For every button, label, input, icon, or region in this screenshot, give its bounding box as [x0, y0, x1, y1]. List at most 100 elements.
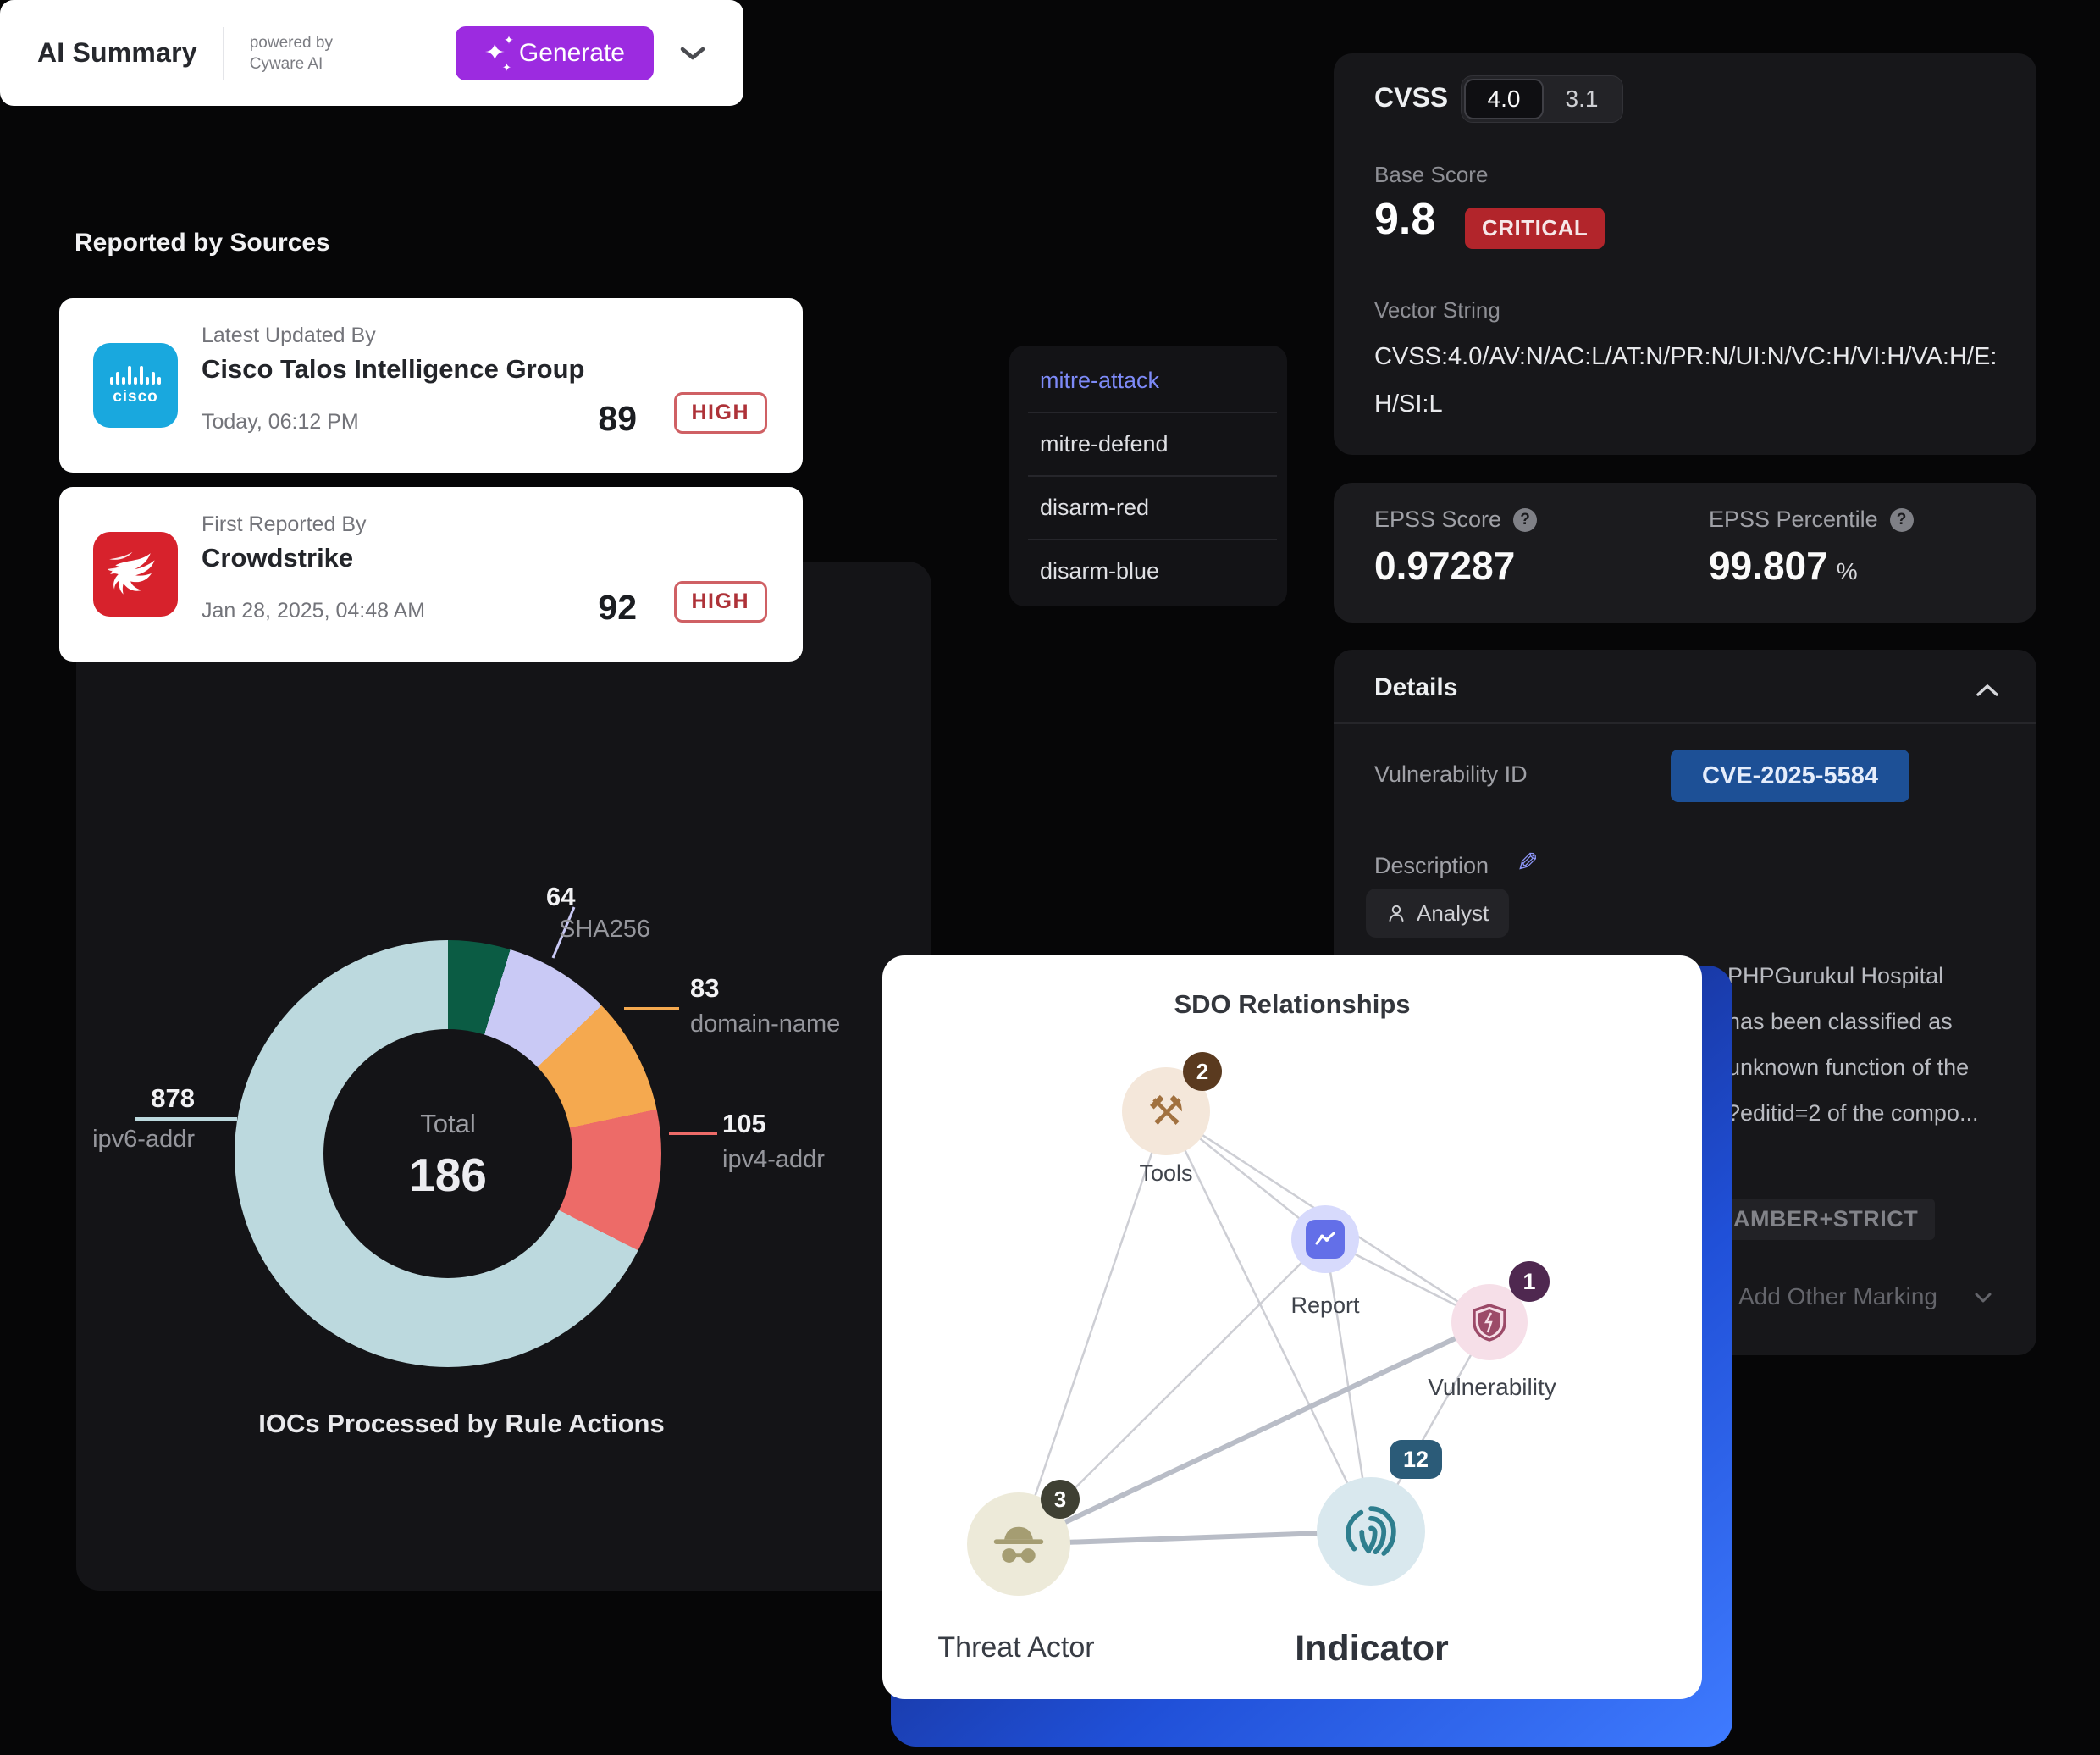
- sources-heading: Reported by Sources: [75, 229, 330, 257]
- base-score-label: Base Score: [1374, 162, 1489, 187]
- node-tools[interactable]: ⚒: [1122, 1067, 1210, 1155]
- cvss-version-toggle: 4.0 3.1: [1461, 75, 1623, 123]
- callout-sha256-label: SHA256: [559, 916, 651, 943]
- source-score: 92: [598, 588, 637, 627]
- source-card-crowdstrike[interactable]: First Reported By Crowdstrike Jan 28, 20…: [59, 487, 803, 662]
- severity-badge: CRITICAL: [1465, 208, 1605, 249]
- node-vulnerability[interactable]: [1451, 1284, 1528, 1360]
- description-line: unknown function of the: [1727, 1055, 1970, 1080]
- description-line: has been classified as: [1727, 1009, 1953, 1034]
- donut-center-label: Total: [420, 1109, 476, 1138]
- tlp-marking-chip[interactable]: AMBER+STRICT: [1716, 1199, 1936, 1240]
- cvss-version-3[interactable]: 3.1: [1565, 86, 1599, 112]
- threat-actor-count-badge: 3: [1041, 1480, 1080, 1519]
- person-icon: [1389, 905, 1404, 922]
- source-card-cisco[interactable]: cisco Latest Updated By Cisco Talos Inte…: [59, 298, 803, 473]
- help-icon[interactable]: ?: [1889, 507, 1914, 532]
- help-icon[interactable]: ?: [1513, 507, 1538, 532]
- base-score-value: 9.8: [1374, 195, 1436, 244]
- description-line: ?editid=2 of the compo...: [1727, 1100, 1979, 1126]
- tools-icon: ⚒: [1147, 1089, 1185, 1134]
- menu-divider: [1028, 475, 1277, 477]
- details-divider: [1334, 722, 2036, 724]
- node-label: Threat Actor: [937, 1631, 1095, 1664]
- cve-badge[interactable]: CVE-2025-5584: [1671, 750, 1909, 802]
- chart-title: IOCs Processed by Rule Actions: [258, 1409, 665, 1438]
- vector-string-value: CVSS:4.0/AV:N/AC:L/AT:N/PR:N/UI:N/VC:H/V…: [1374, 343, 1998, 418]
- node-indicator[interactable]: [1317, 1477, 1425, 1586]
- divider: [222, 26, 224, 80]
- node-label: Report: [1290, 1293, 1360, 1318]
- menu-divider: [1028, 539, 1277, 540]
- source-name: Crowdstrike: [202, 543, 354, 573]
- node-label: Vulnerability: [1428, 1374, 1556, 1400]
- cvss-label: CVSS: [1374, 82, 1449, 113]
- donut-center-value: 186: [409, 1149, 487, 1201]
- source-label: Latest Updated By: [202, 324, 376, 347]
- cvss-version-4[interactable]: 4.0: [1464, 79, 1544, 119]
- epss-score-label: EPSS Score: [1374, 507, 1502, 532]
- epss-score-value: 0.97287: [1374, 544, 1516, 588]
- tools-count-badge: 2: [1183, 1052, 1222, 1091]
- node-threat-actor[interactable]: [967, 1492, 1070, 1596]
- chevron-down-icon[interactable]: [679, 46, 706, 61]
- cvss-panel: CVSS 4.0 3.1 Base Score 9.8 CRITICAL Vec…: [1334, 53, 2036, 455]
- ai-summary-title: AI Summary: [37, 37, 197, 68]
- callout-ipv6-value: 878: [151, 1083, 195, 1113]
- chevron-down-icon[interactable]: [1974, 1292, 1992, 1304]
- menu-divider: [1028, 412, 1277, 413]
- ioc-chart-panel: Total 186 64 SHA256 83 domain-name 105 i…: [76, 562, 931, 1591]
- generate-button[interactable]: ✦ ✦ ✦ Generate: [455, 25, 654, 80]
- indicator-count-badge: 12: [1390, 1440, 1442, 1479]
- callout-domain-label: domain-name: [690, 1010, 841, 1038]
- menu-item-disarm-blue[interactable]: disarm-blue: [1040, 558, 1160, 584]
- incognito-icon: [993, 1526, 1044, 1563]
- source-label: First Reported By: [202, 512, 367, 536]
- cisco-bars-icon: [110, 364, 161, 385]
- description-label: Description: [1374, 853, 1489, 878]
- callout-domain-value: 83: [690, 973, 720, 1003]
- framework-menu: mitre-attack mitre-defend disarm-red dis…: [1009, 346, 1287, 606]
- source-score: 89: [598, 399, 637, 438]
- severity-badge: HIGH: [673, 392, 767, 434]
- report-chart-icon: [1306, 1220, 1345, 1259]
- source-time: Today, 06:12 PM: [202, 410, 359, 434]
- source-time: Jan 28, 2025, 04:48 AM: [202, 599, 426, 623]
- details-title: Details: [1374, 673, 1458, 701]
- analyst-chip[interactable]: Analyst: [1366, 889, 1510, 938]
- edit-pencil-icon[interactable]: ✎: [1511, 850, 1541, 872]
- menu-item-mitre-defend[interactable]: mitre-defend: [1040, 431, 1169, 457]
- collapse-chevron-up-icon[interactable]: [1976, 684, 1999, 697]
- vulnerability-id-label: Vulnerability ID: [1374, 761, 1528, 787]
- vector-string-label: Vector String: [1374, 297, 1500, 323]
- fingerprint-icon: [1346, 1506, 1396, 1556]
- sdo-relationships-card: SDO Relationships ⚒ 2 Tools Report: [882, 955, 1702, 1699]
- callout-ipv4-value: 105: [722, 1109, 766, 1138]
- node-report[interactable]: [1291, 1205, 1359, 1273]
- callout-sha256-value: 64: [546, 882, 576, 911]
- callout-ipv4-label: ipv4-addr: [722, 1146, 825, 1173]
- source-name: Cisco Talos Intelligence Group: [202, 354, 585, 384]
- sparkle-icon: ✦ ✦ ✦: [484, 32, 514, 74]
- falcon-icon: [107, 551, 155, 595]
- epss-panel: EPSS Score? 0.97287 EPSS Percentile? 99.…: [1334, 483, 2036, 623]
- analyst-label: Analyst: [1417, 900, 1489, 926]
- cisco-logo: cisco: [93, 343, 178, 428]
- powered-by-label: powered by Cyware AI: [249, 33, 333, 73]
- node-label: Tools: [1139, 1160, 1193, 1186]
- menu-item-disarm-red[interactable]: disarm-red: [1040, 495, 1150, 520]
- donut-chart: [235, 940, 661, 1367]
- shield-crack-icon: [1473, 1304, 1506, 1342]
- severity-badge: HIGH: [673, 581, 767, 623]
- crowdstrike-logo: [93, 532, 178, 617]
- description-line: PHPGurukul Hospital: [1727, 963, 1944, 988]
- callout-ipv6-label: ipv6-addr: [92, 1126, 195, 1153]
- ai-summary-card: AI Summary powered by Cyware AI ✦ ✦ ✦ Gene…: [0, 0, 743, 106]
- vulnerability-count-badge: 1: [1509, 1261, 1550, 1302]
- add-other-marking[interactable]: Add Other Marking: [1738, 1283, 1937, 1309]
- node-label: Indicator: [1295, 1628, 1449, 1669]
- epss-percentile-value: 99.807: [1709, 544, 1828, 588]
- epss-percentile-label: EPSS Percentile: [1709, 507, 1878, 532]
- menu-item-mitre-attack[interactable]: mitre-attack: [1040, 368, 1160, 393]
